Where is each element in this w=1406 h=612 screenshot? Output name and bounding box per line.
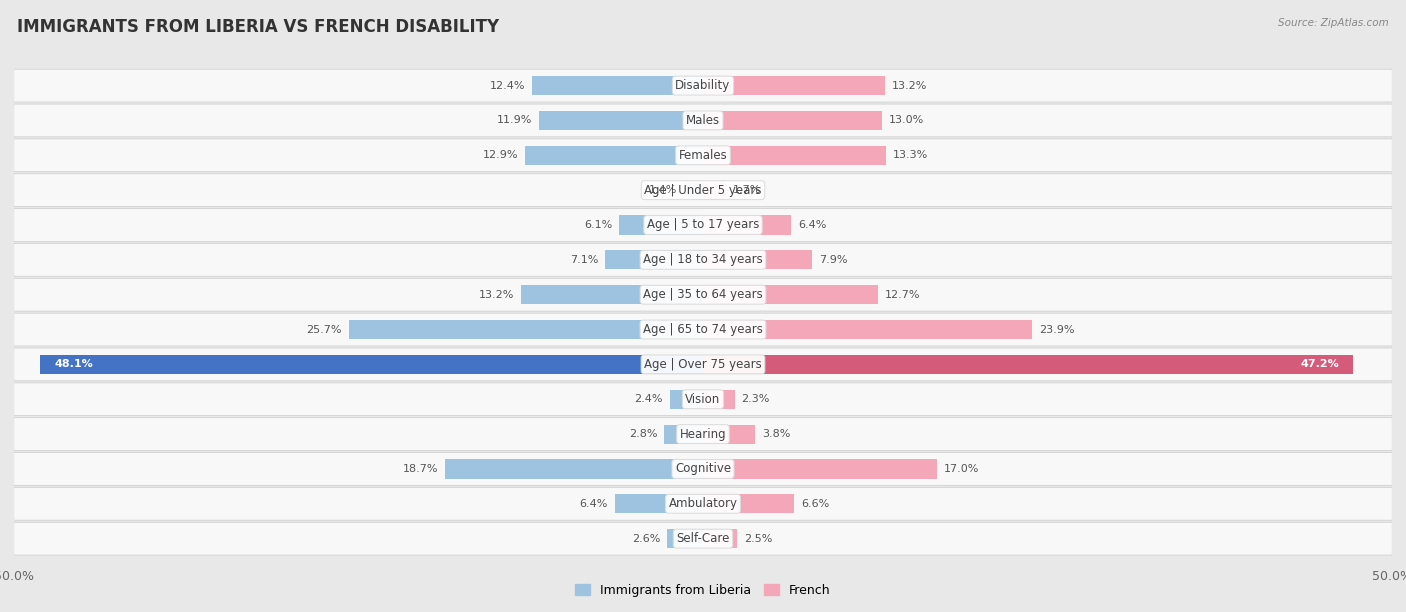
FancyBboxPatch shape [14, 139, 1392, 172]
Text: 3.8%: 3.8% [762, 429, 790, 439]
Text: Vision: Vision [685, 393, 721, 406]
Text: 2.8%: 2.8% [628, 429, 658, 439]
Text: Age | Under 5 years: Age | Under 5 years [644, 184, 762, 196]
Bar [703, 494, 794, 513]
Bar [446, 460, 703, 479]
Text: 12.7%: 12.7% [884, 289, 921, 300]
Text: 1.4%: 1.4% [648, 185, 676, 195]
Text: 7.9%: 7.9% [818, 255, 848, 265]
Bar [703, 529, 738, 548]
Bar [703, 425, 755, 444]
Bar [668, 529, 703, 548]
Bar [703, 181, 727, 200]
Text: 1.7%: 1.7% [734, 185, 762, 195]
Text: Males: Males [686, 114, 720, 127]
FancyBboxPatch shape [14, 244, 1392, 276]
FancyBboxPatch shape [14, 452, 1392, 485]
Bar [669, 390, 703, 409]
Text: Females: Females [679, 149, 727, 162]
Text: Self-Care: Self-Care [676, 532, 730, 545]
Text: Cognitive: Cognitive [675, 463, 731, 476]
Bar [703, 355, 1354, 374]
Bar [41, 355, 703, 374]
Bar [538, 111, 703, 130]
Bar [526, 146, 703, 165]
Bar [703, 285, 877, 304]
Bar [522, 285, 703, 304]
Bar [703, 215, 792, 234]
Text: Age | 18 to 34 years: Age | 18 to 34 years [643, 253, 763, 266]
Text: 2.6%: 2.6% [631, 534, 661, 543]
Bar [619, 215, 703, 234]
Bar [703, 460, 938, 479]
Text: Age | 65 to 74 years: Age | 65 to 74 years [643, 323, 763, 336]
FancyBboxPatch shape [14, 174, 1392, 206]
FancyBboxPatch shape [14, 313, 1392, 346]
Text: 6.4%: 6.4% [799, 220, 827, 230]
Text: 2.5%: 2.5% [744, 534, 773, 543]
Text: Hearing: Hearing [679, 428, 727, 441]
Text: 25.7%: 25.7% [307, 324, 342, 335]
Text: IMMIGRANTS FROM LIBERIA VS FRENCH DISABILITY: IMMIGRANTS FROM LIBERIA VS FRENCH DISABI… [17, 18, 499, 36]
Text: Disability: Disability [675, 79, 731, 92]
Bar [531, 76, 703, 95]
Bar [703, 320, 1032, 339]
Text: 6.1%: 6.1% [583, 220, 612, 230]
Text: 2.3%: 2.3% [741, 394, 770, 405]
Bar [614, 494, 703, 513]
Text: 7.1%: 7.1% [569, 255, 599, 265]
FancyBboxPatch shape [14, 69, 1392, 102]
Legend: Immigrants from Liberia, French: Immigrants from Liberia, French [571, 579, 835, 602]
Text: 13.2%: 13.2% [891, 81, 927, 91]
Text: 18.7%: 18.7% [404, 464, 439, 474]
Text: 48.1%: 48.1% [53, 359, 93, 370]
Bar [703, 111, 882, 130]
FancyBboxPatch shape [14, 209, 1392, 241]
Text: 17.0%: 17.0% [945, 464, 980, 474]
Text: Age | 5 to 17 years: Age | 5 to 17 years [647, 218, 759, 231]
Text: Age | Over 75 years: Age | Over 75 years [644, 358, 762, 371]
Text: 11.9%: 11.9% [496, 116, 531, 125]
Text: 23.9%: 23.9% [1039, 324, 1074, 335]
Text: 13.2%: 13.2% [479, 289, 515, 300]
FancyBboxPatch shape [14, 278, 1392, 311]
FancyBboxPatch shape [14, 487, 1392, 520]
FancyBboxPatch shape [14, 383, 1392, 416]
Bar [703, 250, 811, 269]
Text: 6.4%: 6.4% [579, 499, 607, 509]
Bar [683, 181, 703, 200]
Bar [703, 390, 735, 409]
Bar [605, 250, 703, 269]
FancyBboxPatch shape [14, 418, 1392, 450]
Text: Age | 35 to 64 years: Age | 35 to 64 years [643, 288, 763, 301]
Bar [703, 146, 886, 165]
Text: 2.4%: 2.4% [634, 394, 664, 405]
Bar [703, 76, 884, 95]
FancyBboxPatch shape [14, 104, 1392, 137]
Text: Ambulatory: Ambulatory [668, 498, 738, 510]
Bar [349, 320, 703, 339]
Text: 13.3%: 13.3% [893, 151, 928, 160]
FancyBboxPatch shape [14, 348, 1392, 381]
Bar [665, 425, 703, 444]
Text: Source: ZipAtlas.com: Source: ZipAtlas.com [1278, 18, 1389, 28]
FancyBboxPatch shape [14, 522, 1392, 555]
Text: 12.9%: 12.9% [482, 151, 519, 160]
Text: 47.2%: 47.2% [1301, 359, 1340, 370]
Text: 12.4%: 12.4% [489, 81, 526, 91]
Text: 6.6%: 6.6% [801, 499, 830, 509]
Text: 13.0%: 13.0% [889, 116, 924, 125]
